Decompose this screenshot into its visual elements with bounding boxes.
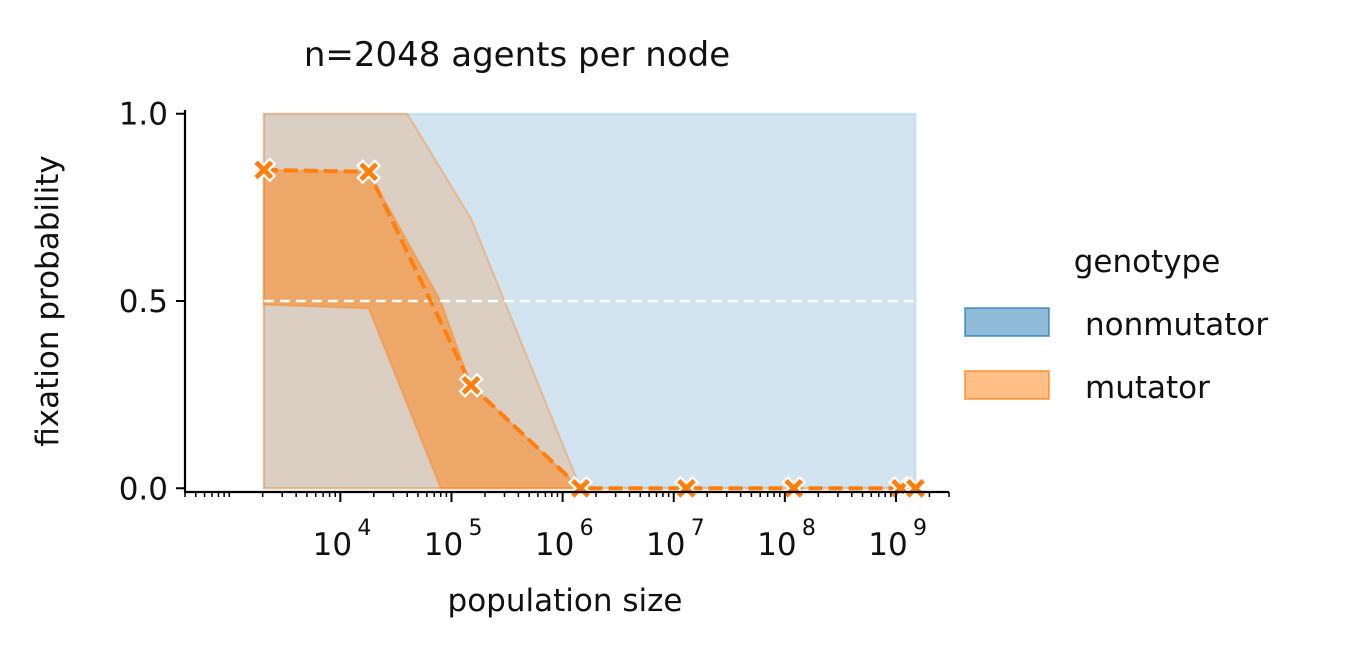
mutator-point	[251, 157, 277, 183]
x-tick-label: 10	[313, 527, 352, 563]
mutator-band-inner	[262, 168, 584, 490]
legend-swatch-nonmutator	[964, 307, 1050, 337]
x-minor-ticks	[184, 492, 950, 497]
legend-label-nonmutator: nonmutator	[1085, 307, 1268, 343]
mutator-point	[673, 475, 699, 501]
x-tick-exponent: 8	[802, 516, 816, 541]
x-axis-label: population size	[448, 583, 683, 619]
x-tick-exponent: 6	[580, 516, 594, 541]
mutator-line	[263, 167, 916, 491]
y-tick-label: 0.5	[119, 284, 168, 320]
mutator-point	[902, 475, 929, 501]
y-tick-label: 1.0	[119, 97, 168, 133]
legend-entry-nonmutator: nonmutator	[964, 307, 1268, 343]
plot-area	[251, 112, 929, 501]
y-axis-label: fixation probability	[30, 155, 66, 447]
x-tick-label: 10	[424, 527, 463, 563]
mutator-markers	[251, 157, 929, 501]
x-tick-exponent: 4	[357, 516, 371, 541]
x-ticks: 10 4 10 5 10 6 10 7 10 8 10 9	[313, 492, 927, 563]
legend-entry-mutator: mutator	[964, 370, 1210, 406]
legend: genotype nonmutator mutator	[964, 244, 1268, 406]
legend-title: genotype	[1074, 244, 1221, 280]
legend-swatch-mutator	[964, 370, 1050, 400]
mutator-point	[458, 372, 484, 398]
x-tick-label: 10	[757, 527, 796, 563]
y-ticks: 0.0 0.5 1.0	[119, 97, 185, 507]
chart-title: n=2048 agents per node	[304, 35, 730, 75]
x-tick-label: 10	[535, 527, 574, 563]
mutator-point	[781, 475, 807, 501]
axes: 0.00.51.0 10 4 10 5 10 6 10 7 10 8 10 9	[119, 97, 950, 563]
x-tick-label: 10	[646, 527, 685, 563]
mutator-point	[356, 159, 382, 185]
x-tick-exponent: 9	[913, 516, 927, 541]
mutator-point	[567, 475, 594, 501]
legend-label-mutator: mutator	[1085, 370, 1210, 406]
x-tick-exponent: 5	[468, 516, 482, 541]
x-tick-exponent: 7	[691, 516, 705, 541]
y-tick-label: 0.0	[119, 471, 168, 507]
x-tick-label: 10	[868, 527, 907, 563]
